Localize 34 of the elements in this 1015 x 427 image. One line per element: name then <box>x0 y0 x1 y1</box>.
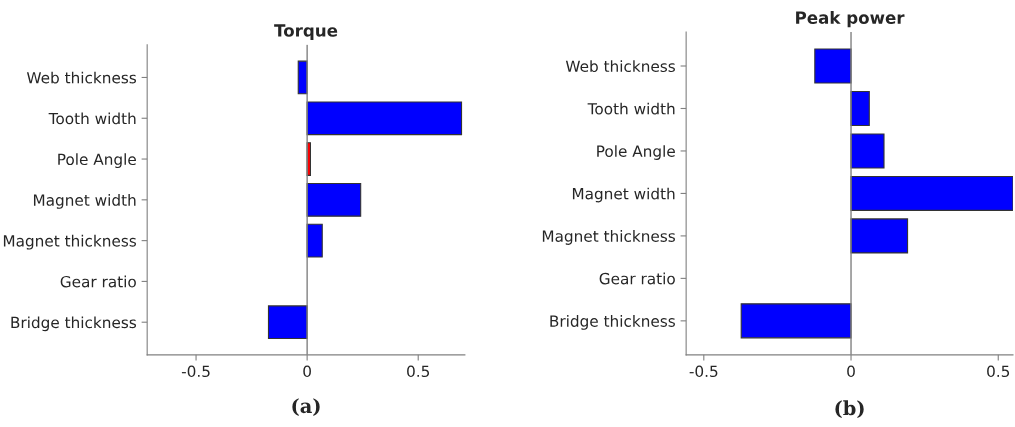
x-tick-label: 0 <box>303 365 311 378</box>
bar <box>306 223 323 258</box>
bar <box>850 90 870 127</box>
y-tick-label: Magnet width <box>33 194 136 209</box>
y-tick-label: Gear ratio <box>599 272 675 285</box>
bar <box>850 218 909 254</box>
y-tick-label: Web thickness <box>26 71 137 84</box>
bar <box>850 133 885 169</box>
text: (a) <box>292 398 320 416</box>
y-tick-label: Bridge thickness <box>11 316 137 332</box>
bar <box>850 175 1013 211</box>
bar <box>306 182 362 217</box>
y-tick-label: Pole Angle <box>58 153 136 169</box>
x-tick-label: 0.5 <box>407 365 430 378</box>
y-tick-label: Gear ratio <box>60 275 136 288</box>
y-tick-label: Tooth width <box>587 102 675 115</box>
x-tick-label: 0 <box>847 365 855 378</box>
y-tick-label: Tooth width <box>48 112 136 125</box>
x-tick-label: -0.5 <box>181 365 210 378</box>
bar <box>267 305 308 340</box>
text: (b) <box>835 400 864 419</box>
y-tick-label: Pole Angle <box>597 145 675 160</box>
y-tick-label: Web thickness <box>565 60 675 73</box>
chart-title: Torque <box>274 24 338 40</box>
y-tick-label: Bridge thickness <box>550 315 675 330</box>
bar <box>740 303 852 339</box>
x-tick-label: -0.5 <box>689 365 718 378</box>
y-tick-label: Magnet thickness <box>542 230 675 245</box>
chart-title: Peak power <box>796 11 905 28</box>
y-tick-label: Magnet thickness <box>3 234 137 250</box>
bar <box>306 101 463 136</box>
x-tick-label: 0.5 <box>987 365 1010 378</box>
bar <box>814 48 852 84</box>
y-tick-label: Magnet width <box>572 187 675 203</box>
